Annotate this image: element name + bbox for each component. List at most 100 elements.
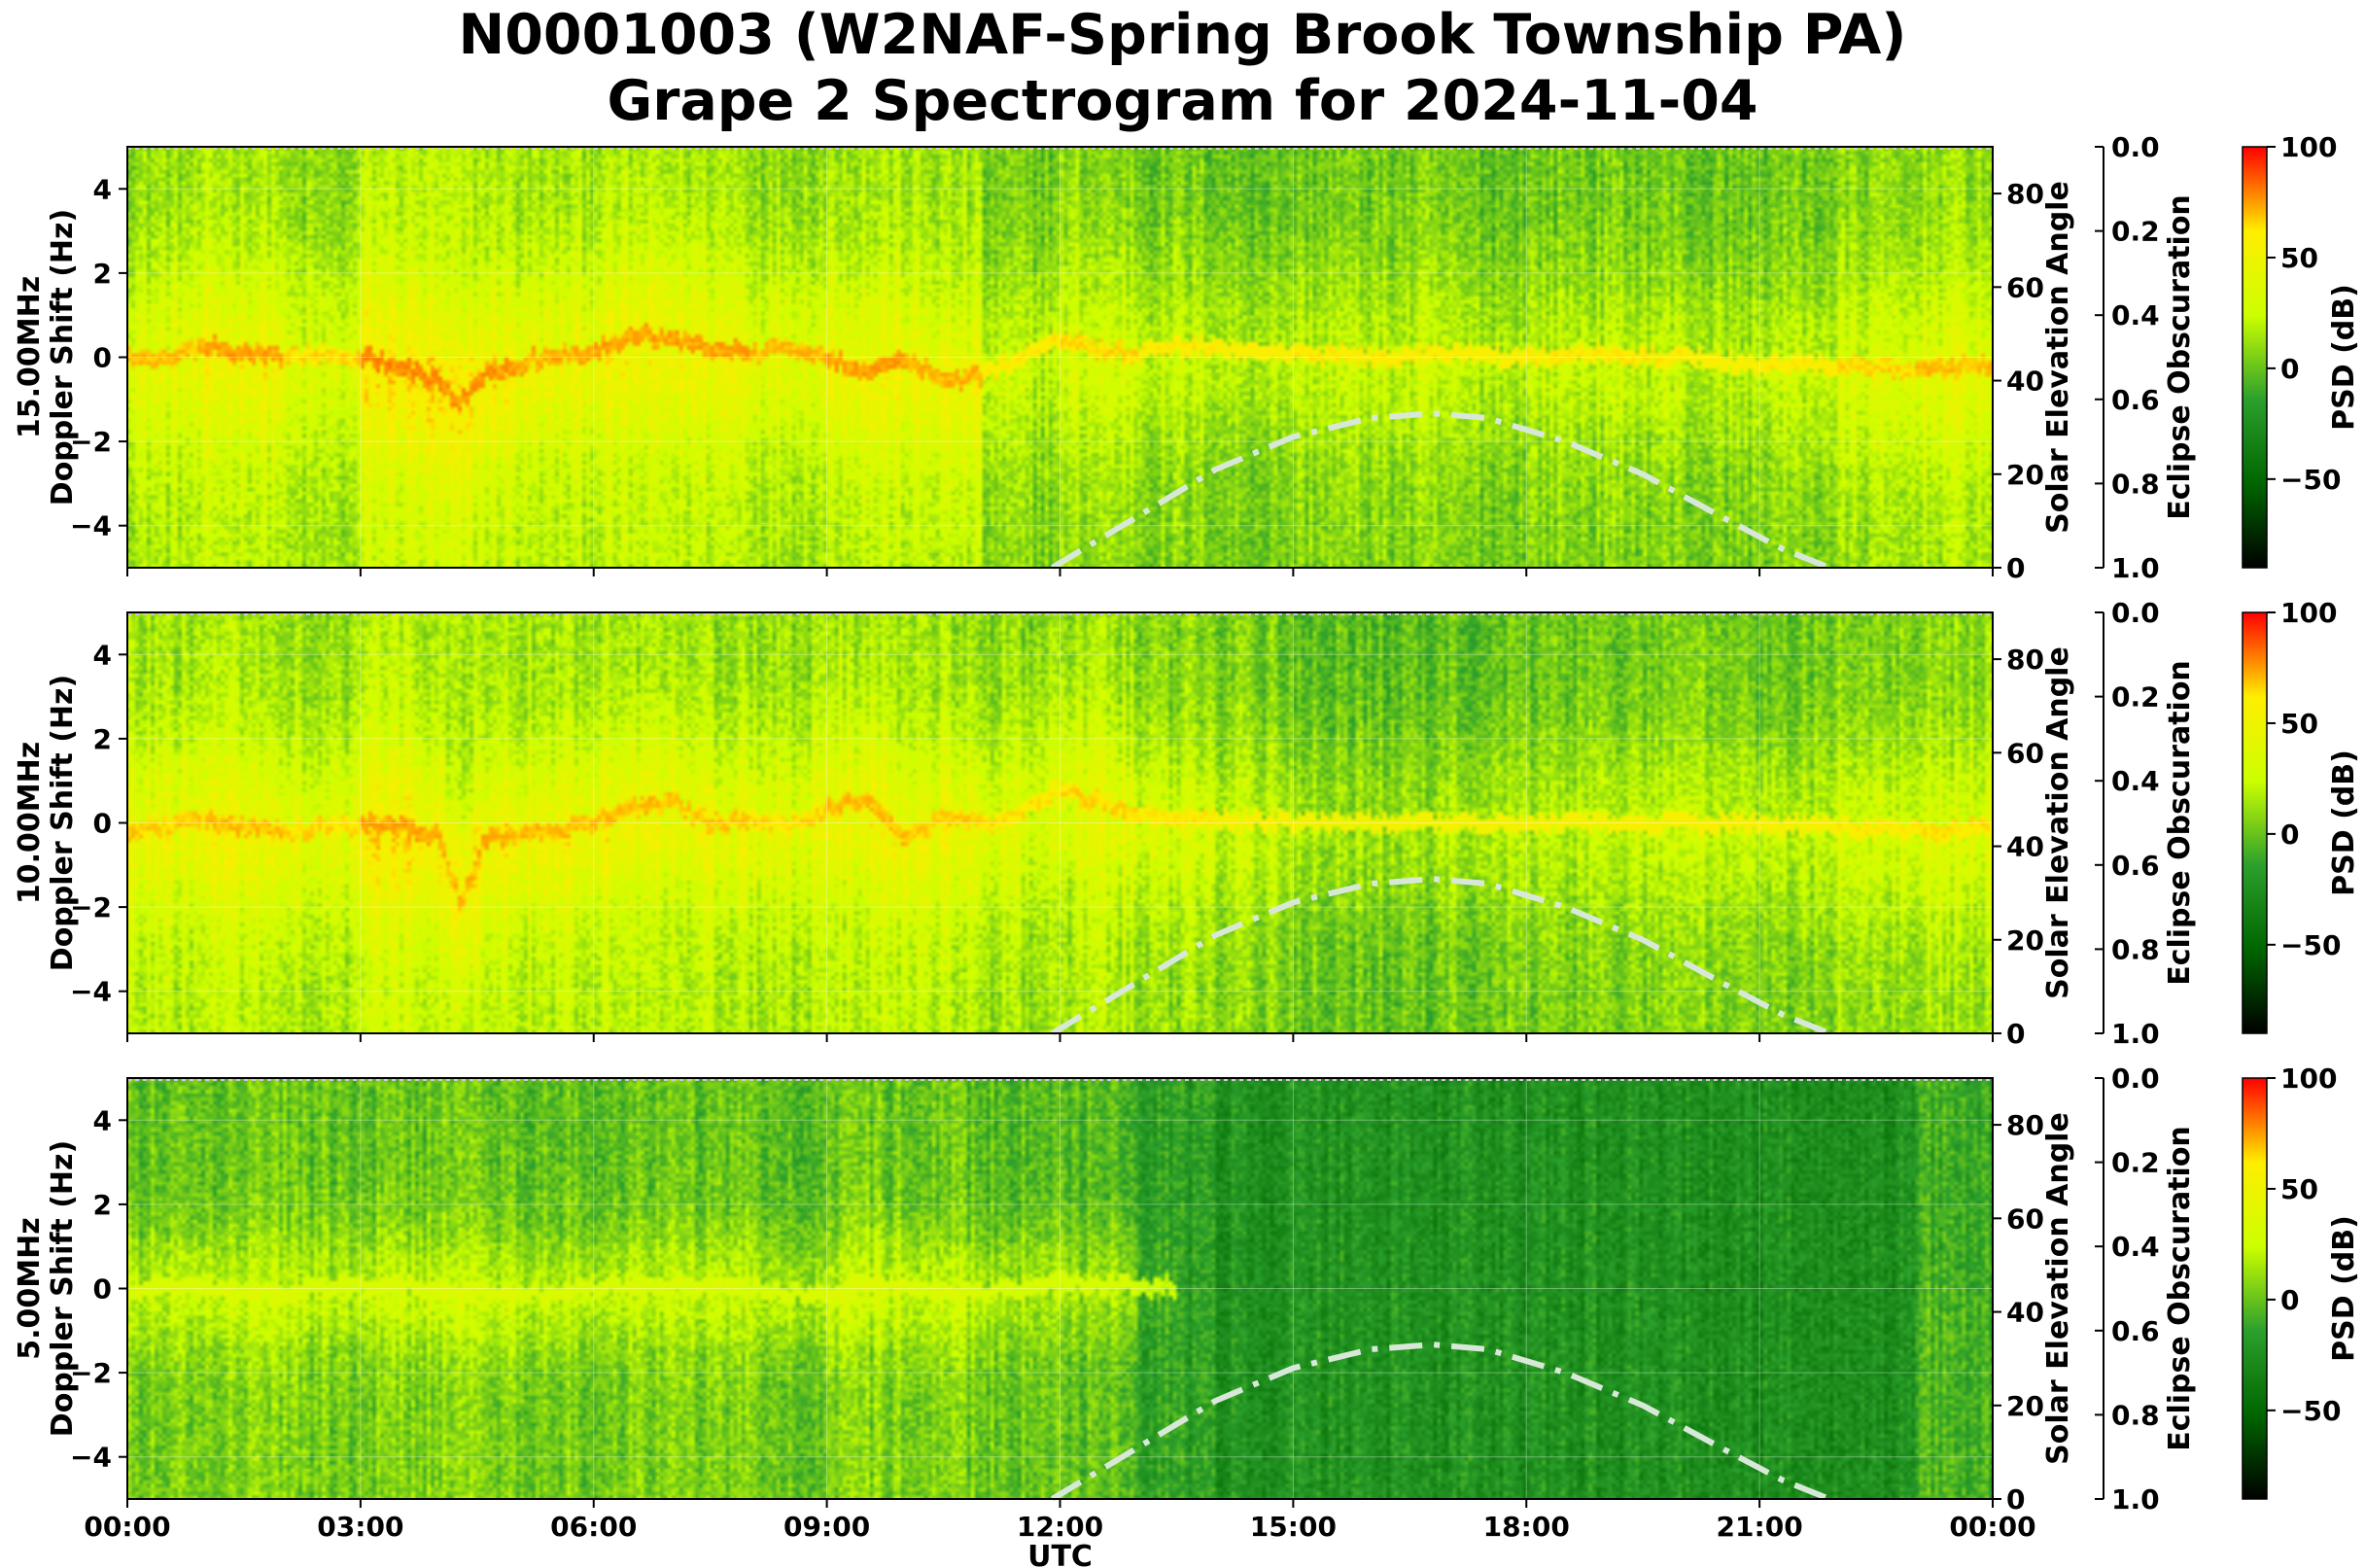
right-tick-label: 40	[2006, 831, 2044, 863]
y-tick-label: 0	[93, 342, 112, 374]
eclipse-tick-label: 0.6	[2111, 1315, 2160, 1347]
x-tick-label: 09:00	[783, 1511, 870, 1543]
eclipse-tick-label: 0.2	[2111, 216, 2160, 248]
right-tick-label: 20	[2006, 459, 2044, 491]
solar-elevation-curve-0	[1050, 410, 1831, 571]
panel-2: −4 −2 0 2 4 5.00MHz Doppler Shift (Hz) 0 20 40 60 8…	[13, 1063, 2361, 1568]
x-tick-label: 18:00	[1483, 1511, 1570, 1543]
right-tick-label: 0	[2006, 1018, 2025, 1050]
x-axis-label: UTC	[1027, 1540, 1093, 1568]
colorbar-tick-label: 50	[2280, 1173, 2318, 1205]
eclipse-tick-label: 0.6	[2111, 850, 2160, 882]
right-tick-label: 20	[2006, 924, 2044, 957]
eclipse-tick-label: 0.2	[2111, 1147, 2160, 1179]
y-axis-label: Doppler Shift (Hz)	[46, 675, 80, 971]
spectrogram-image-2	[127, 1078, 1993, 1499]
y-tick-label: 4	[93, 639, 112, 671]
eclipse-label: Eclipse Obscuration	[2163, 660, 2197, 986]
y-tick-label: 0	[93, 808, 112, 840]
right-tick-label: 60	[2006, 737, 2044, 769]
eclipse-tick-label: 0.8	[2111, 468, 2160, 500]
colorbar-tick-label: −50	[2280, 464, 2341, 496]
colorbar-tick-label: −50	[2280, 1395, 2341, 1427]
right-tick-label: 80	[2006, 644, 2044, 676]
right-tick-label: 20	[2006, 1390, 2044, 1422]
eclipse-tick-label: 0.8	[2111, 933, 2160, 965]
y-tick-label: −2	[70, 426, 112, 458]
colorbar-tick-label: 50	[2280, 242, 2318, 274]
eclipse-tick-label: 0.0	[2111, 597, 2160, 629]
colorbar-0	[2242, 146, 2268, 569]
colorbar-tick-label: −50	[2280, 929, 2341, 961]
solar-elevation-label: Solar Elevation Angle	[2041, 1112, 2075, 1465]
solar-elevation-label: Solar Elevation Angle	[2041, 646, 2075, 999]
y-axis-label: Doppler Shift (Hz)	[46, 1140, 80, 1437]
colorbar-1	[2242, 611, 2268, 1034]
y-tick-label: −2	[70, 891, 112, 923]
spectrogram-image-1	[127, 612, 1993, 1033]
y-tick-label: 2	[93, 258, 112, 290]
y-tick-label: −4	[70, 510, 112, 542]
y-tick-label: 0	[93, 1273, 112, 1306]
panel-frequency-label: 5.00MHz	[13, 1217, 47, 1359]
eclipse-tick-label: 0.6	[2111, 384, 2160, 416]
colorbar-2	[2242, 1077, 2268, 1500]
x-tick-label: 21:00	[1717, 1511, 1803, 1543]
eclipse-tick-label: 0.0	[2111, 1063, 2160, 1095]
colorbar-tick-label: 0	[2280, 1284, 2299, 1316]
eclipse-label: Eclipse Obscuration	[2163, 1126, 2197, 1451]
x-tick-label: 12:00	[1017, 1511, 1103, 1543]
colorbar-tick-label: 50	[2280, 708, 2318, 740]
colorbar-label: PSD (dB)	[2327, 749, 2361, 896]
eclipse-tick-label: 0.4	[2111, 765, 2160, 797]
colorbar-tick-label: 100	[2280, 1063, 2337, 1095]
eclipse-tick-label: 0.2	[2111, 681, 2160, 714]
colorbar-tick-label: 100	[2280, 131, 2337, 163]
solar-elevation-curve-1	[1050, 876, 1831, 1036]
right-tick-label: 80	[2006, 1109, 2044, 1141]
panel-frequency-label: 10.00MHz	[13, 742, 47, 904]
colorbar-tick-label: 0	[2280, 819, 2299, 851]
right-tick-label: 0	[2006, 552, 2025, 584]
solar-elevation-label: Solar Elevation Angle	[2041, 181, 2075, 534]
chart-title: N0001003 (W2NAF-Spring Brook Township PA…	[458, 3, 1907, 67]
right-tick-label: 80	[2006, 178, 2044, 210]
right-tick-label: 0	[2006, 1483, 2025, 1516]
colorbar-tick-label: 0	[2280, 353, 2299, 385]
right-tick-label: 40	[2006, 366, 2044, 398]
solar-elevation-curve-2	[1050, 1342, 1831, 1502]
y-tick-label: 2	[93, 723, 112, 755]
colorbar-label: PSD (dB)	[2327, 1215, 2361, 1362]
y-axis-label: Doppler Shift (Hz)	[46, 209, 80, 505]
eclipse-label: Eclipse Obscuration	[2163, 194, 2197, 520]
eclipse-tick-label: 0.4	[2111, 1231, 2160, 1263]
y-tick-label: 4	[93, 1104, 112, 1136]
colorbar-label: PSD (dB)	[2327, 284, 2361, 431]
right-tick-label: 60	[2006, 271, 2044, 303]
colorbar-tick-label: 100	[2280, 597, 2337, 629]
spectrogram-image-0	[127, 147, 1993, 568]
x-tick-label: 03:00	[317, 1511, 403, 1543]
y-tick-label: −4	[70, 1442, 112, 1474]
y-tick-label: 4	[93, 173, 112, 205]
panel-frequency-label: 15.00MHz	[13, 276, 47, 438]
eclipse-tick-label: 0.0	[2111, 131, 2160, 163]
right-tick-label: 60	[2006, 1202, 2044, 1235]
x-tick-label: 00:00	[1949, 1511, 2035, 1543]
eclipse-tick-label: 1.0	[2111, 1483, 2160, 1516]
panel-1: −4 −2 0 2 4 10.00MHz Doppler Shift (Hz) 0 20 40 60…	[13, 597, 2361, 1050]
eclipse-tick-label: 1.0	[2111, 552, 2160, 584]
eclipse-tick-label: 0.8	[2111, 1399, 2160, 1431]
panel-0: −4 −2 0 2 4 15.00MHz Doppler Shift (Hz) 0 20 40 60…	[13, 131, 2361, 584]
y-tick-label: −2	[70, 1357, 112, 1389]
x-tick-label: 00:00	[84, 1511, 170, 1543]
right-tick-label: 40	[2006, 1297, 2044, 1329]
x-tick-label: 06:00	[550, 1511, 637, 1543]
chart-subtitle: Grape 2 Spectrogram for 2024-11-04	[607, 69, 1758, 133]
eclipse-tick-label: 1.0	[2111, 1018, 2160, 1050]
y-tick-label: 2	[93, 1189, 112, 1221]
y-tick-label: −4	[70, 976, 112, 1008]
x-tick-label: 15:00	[1250, 1511, 1337, 1543]
eclipse-tick-label: 0.4	[2111, 299, 2160, 331]
